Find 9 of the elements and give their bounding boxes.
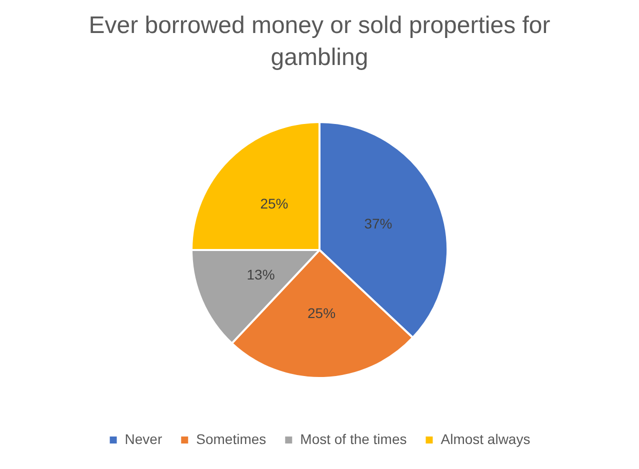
data-label: 25% bbox=[260, 196, 288, 212]
data-label: 37% bbox=[364, 215, 392, 232]
legend-label: Most of the times bbox=[300, 430, 407, 447]
data-label: 25% bbox=[307, 304, 336, 321]
legend-label: Never bbox=[124, 430, 162, 447]
legend-label: Sometimes bbox=[196, 430, 266, 447]
chart-title: Ever borrowed money or sold properties for gambling bbox=[88, 11, 552, 73]
data-label: 13% bbox=[246, 266, 275, 282]
legend-label: Almost always bbox=[440, 430, 530, 447]
